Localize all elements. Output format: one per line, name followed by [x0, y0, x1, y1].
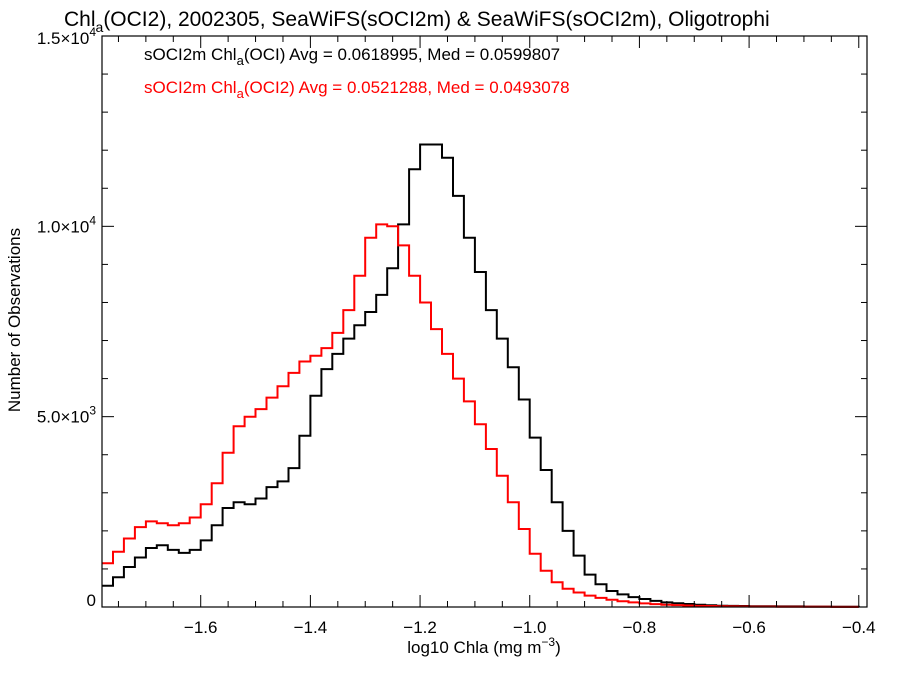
x-tick-label: −0.6 — [732, 618, 766, 637]
x-tick-label: −0.4 — [842, 618, 876, 637]
y-tick-mantissa: 5.0×10 — [37, 408, 89, 427]
x-tick-label: −1.2 — [403, 618, 437, 637]
legend-entry-subscript: a — [237, 86, 245, 101]
series-line-1 — [102, 143, 860, 608]
legend-entry-stats: (OCI) Avg = 0.0618995, Med = 0.0599807 — [244, 45, 560, 64]
x-tick-label: −1.0 — [513, 618, 547, 637]
y-tick-mantissa: 1.5×10 — [37, 29, 89, 48]
y-tick-label: 0 — [87, 591, 96, 610]
x-axis-title-sup: −3 — [541, 635, 555, 649]
x-tick-label: −1.6 — [184, 618, 218, 637]
legend-entry-text: sOCI2m Chl — [144, 45, 237, 64]
y-tick-label: 1.0×104 — [37, 213, 96, 236]
series-layer — [102, 143, 860, 608]
legend-entry-subscript: a — [237, 53, 245, 68]
plot-frame — [101, 35, 868, 608]
y-tick-exponent: 4 — [89, 25, 96, 39]
y-axis-title: Number of Observations — [5, 228, 24, 412]
y-tick-exponent: 4 — [89, 213, 96, 227]
series-line-2 — [102, 223, 859, 608]
chart-title: Chla(OCI2), 2002305, SeaWiFS(sOCI2m) & S… — [64, 8, 770, 35]
axes-layer: −1.6 −1.4 −1.2 −1.0 −0.8 −0.6 −0.4 0 5.0×103 1.0×… — [37, 25, 876, 637]
y-tick-exponent: 3 — [89, 404, 96, 418]
x-axis-title-close: ) — [555, 638, 561, 657]
chart-title-rest: (OCI2), 2002305, SeaWiFS(sOCI2m) & SeaWi… — [103, 8, 769, 31]
legend-entry-stats: (OCI2) Avg = 0.0521288, Med = 0.0493078 — [244, 78, 570, 97]
y-axis-label: Number of Observations — [5, 228, 24, 412]
x-tick-label: −1.4 — [294, 618, 328, 637]
x-axis-title: log10 Chla (mg m−3) — [407, 635, 561, 657]
chart-title-subscript: a — [96, 19, 104, 35]
y-tick-label: 1.5×104 — [37, 25, 96, 48]
y-tick-mantissa: 1.0×10 — [37, 217, 89, 236]
y-tick-mantissa: 0 — [87, 591, 96, 610]
chart-title-main: Chl — [64, 8, 96, 31]
legend-entry-1: sOCI2m Chla(OCI) Avg = 0.0618995, Med = … — [144, 45, 560, 68]
y-tick-label: 5.0×103 — [37, 404, 96, 427]
x-axis-title-main: log10 Chla (mg m — [407, 638, 541, 657]
legend: sOCI2m Chla(OCI) Avg = 0.0618995, Med = … — [144, 45, 570, 101]
legend-entry-2: sOCI2m Chla(OCI2) Avg = 0.0521288, Med =… — [144, 78, 570, 101]
x-tick-label: −0.8 — [623, 618, 657, 637]
legend-entry-text: sOCI2m Chl — [144, 78, 237, 97]
